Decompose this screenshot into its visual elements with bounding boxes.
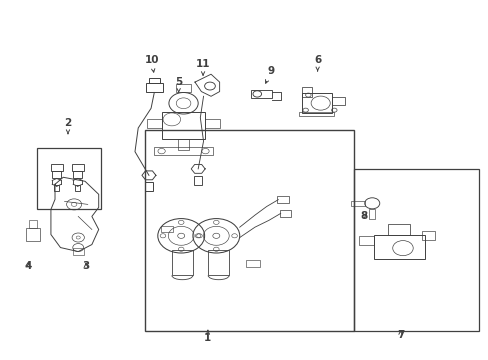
Bar	[387, 225, 409, 235]
Bar	[298, 112, 334, 116]
Bar	[194, 176, 202, 185]
Text: 6: 6	[313, 55, 321, 71]
Text: 8: 8	[360, 211, 367, 221]
Bar	[373, 235, 424, 259]
Bar	[145, 83, 163, 93]
Bar	[71, 164, 84, 171]
Bar	[368, 209, 375, 219]
Bar	[353, 169, 478, 330]
Bar	[358, 236, 373, 245]
Bar	[250, 90, 272, 98]
Bar	[177, 139, 189, 149]
Bar	[205, 120, 220, 128]
Bar	[154, 147, 212, 155]
Bar	[245, 260, 259, 267]
Bar	[331, 97, 345, 105]
Bar	[52, 171, 61, 178]
Text: 10: 10	[144, 55, 159, 72]
Bar	[171, 249, 193, 275]
Bar	[73, 171, 82, 178]
Bar	[161, 112, 205, 139]
Bar	[51, 164, 63, 171]
Bar	[144, 130, 353, 330]
Text: 7: 7	[396, 330, 404, 339]
Bar	[145, 183, 152, 191]
Bar	[176, 84, 190, 93]
Bar	[421, 231, 434, 239]
Text: 3: 3	[82, 261, 89, 271]
Bar	[147, 120, 161, 128]
Text: 11: 11	[195, 59, 210, 75]
Text: 2: 2	[64, 118, 71, 134]
Bar	[301, 87, 312, 97]
Bar	[350, 201, 364, 206]
Text: 9: 9	[265, 66, 274, 83]
Text: 1: 1	[204, 330, 211, 343]
Bar	[73, 248, 83, 255]
Bar	[277, 196, 288, 203]
Text: 4: 4	[25, 261, 32, 271]
Bar	[149, 77, 159, 83]
Bar	[75, 185, 80, 192]
Bar	[29, 220, 37, 229]
Bar	[279, 210, 291, 217]
Bar	[26, 229, 40, 240]
Bar	[54, 185, 59, 192]
Bar	[161, 226, 173, 232]
Bar	[37, 148, 101, 209]
Bar	[301, 93, 331, 113]
Text: 5: 5	[175, 77, 182, 93]
Bar	[208, 249, 229, 275]
